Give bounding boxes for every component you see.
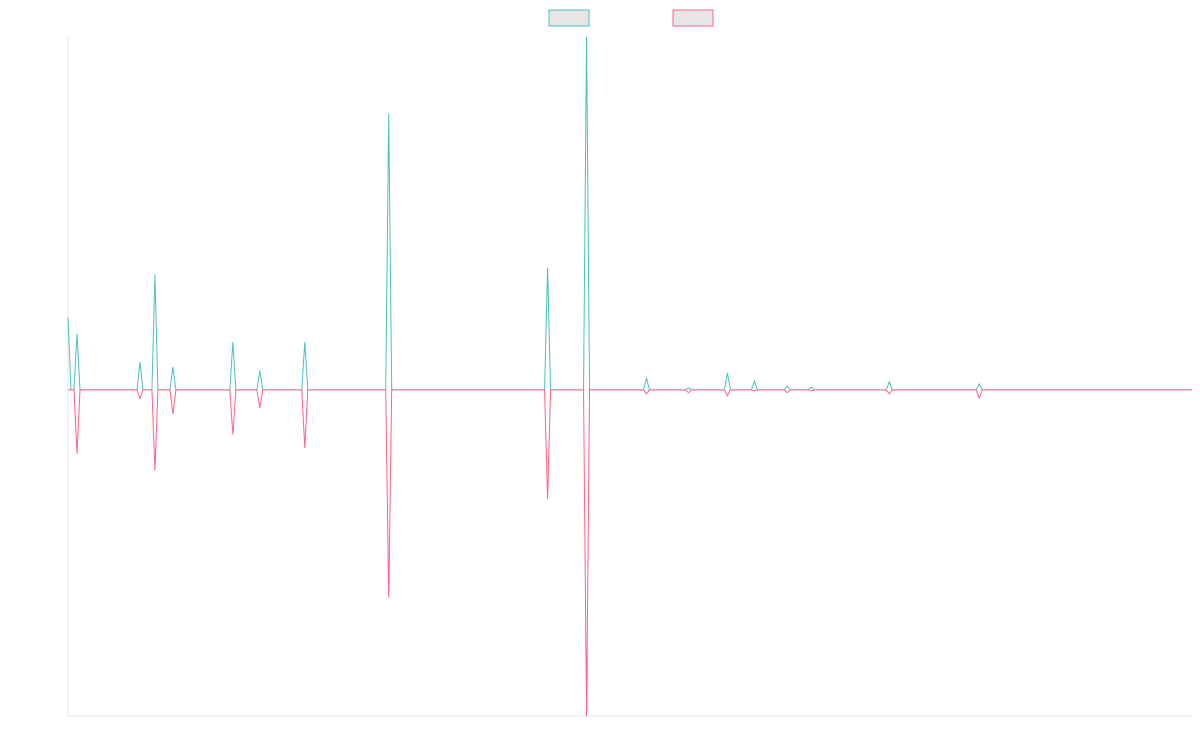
legend-swatch (672, 9, 714, 27)
series-line (67, 36, 1192, 391)
series-line (68, 389, 1192, 717)
legend-swatch (548, 9, 590, 27)
